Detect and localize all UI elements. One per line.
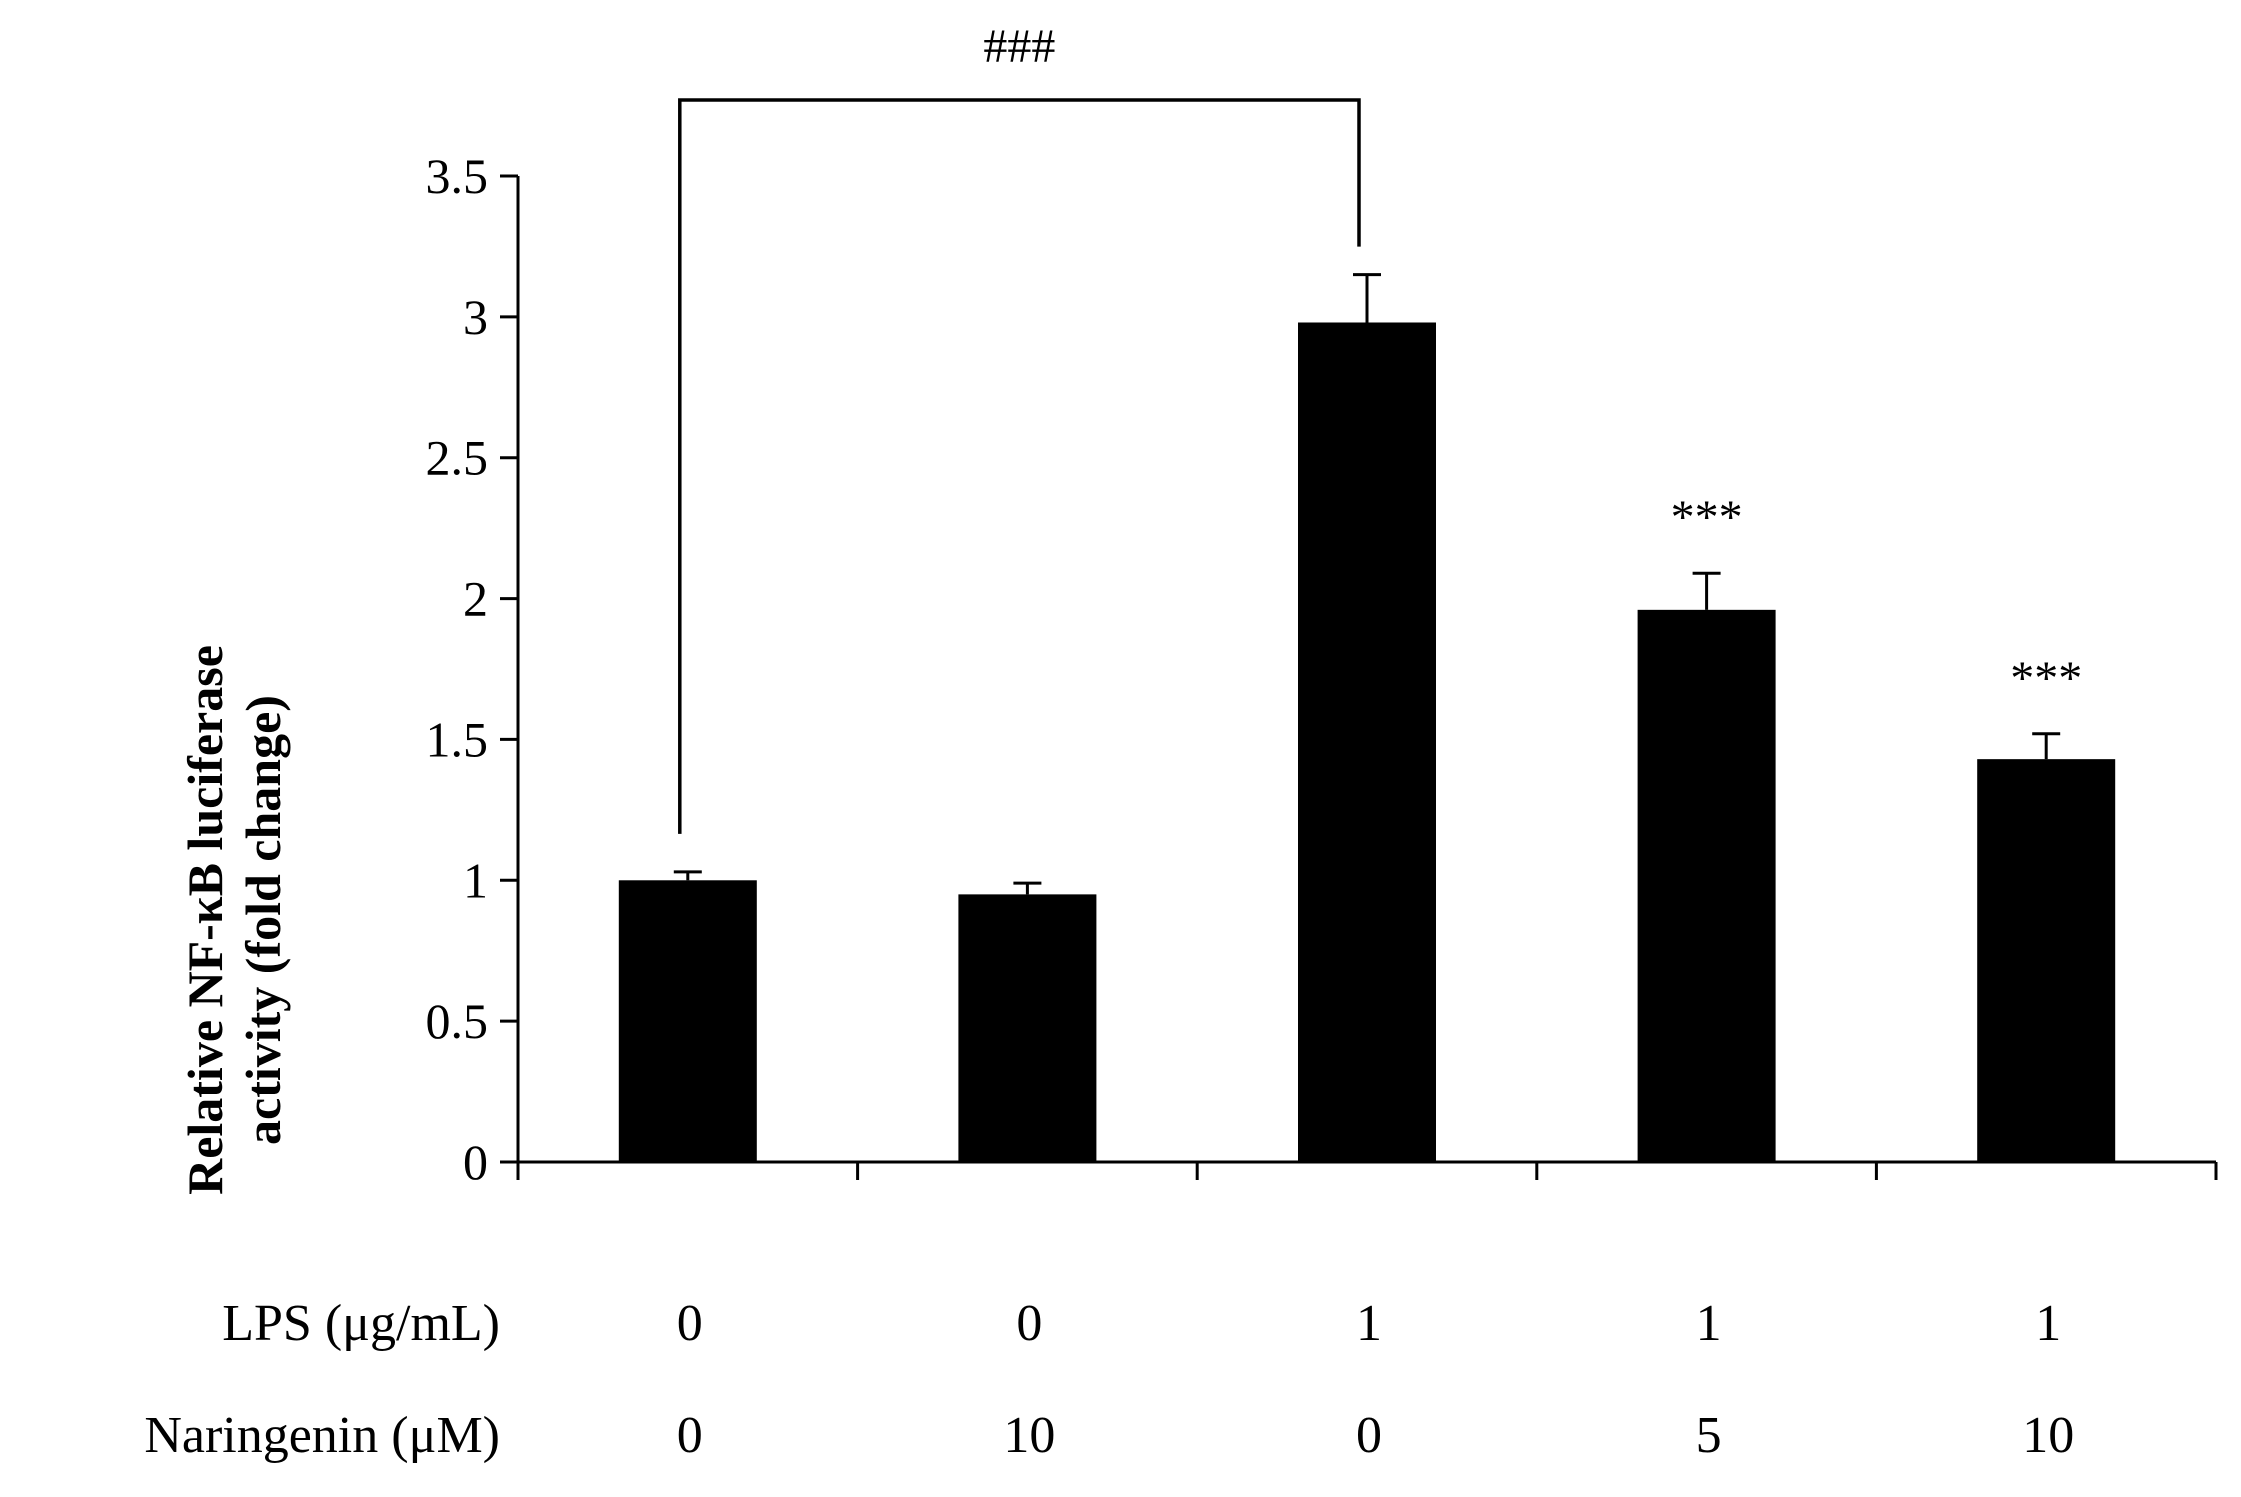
y-tick-label: 0: [463, 1134, 488, 1190]
y-tick-label: 1: [463, 852, 488, 908]
significance-bracket: [678, 98, 1361, 834]
y-tick-label: 1.5: [426, 711, 489, 767]
bar: [958, 894, 1097, 1162]
y-tick-label: 3.5: [426, 148, 489, 204]
condition-table: LPS (μg/mL) 0 0 1 1 1 Naringenin (μM) 0 10 0 5 10: [144, 1295, 2074, 1464]
y-tick-label: 2: [463, 571, 488, 627]
condition-value: 0: [677, 1407, 703, 1464]
axes: 0 0.5 1 1.5 2 2.5 3 3.5: [426, 148, 2218, 1190]
condition-value: 5: [1696, 1407, 1722, 1464]
significance-marker: ***: [2010, 652, 2082, 705]
condition-value: 0: [1356, 1407, 1382, 1464]
condition-value: 0: [677, 1295, 703, 1352]
condition-row-label: LPS (μg/mL): [222, 1295, 500, 1352]
condition-value: 0: [1016, 1295, 1042, 1352]
y-axis-label: Relative NF-κB luciferase activity (fold…: [177, 645, 291, 1195]
y-axis-label-line-2: activity (fold change): [235, 695, 291, 1145]
y-tick-label: 2.5: [426, 430, 489, 486]
condition-row-label: Naringenin (μM): [144, 1407, 500, 1464]
condition-value: 1: [1356, 1295, 1382, 1352]
bar: [1298, 322, 1436, 1162]
y-axis-label-line-1: Relative NF-κB luciferase: [177, 645, 233, 1195]
y-tick-label: 0.5: [426, 993, 489, 1049]
condition-value: 1: [1696, 1295, 1722, 1352]
significance-bracket-label: ###: [983, 20, 1055, 73]
error-bars: [673, 273, 2061, 895]
bar: [1637, 609, 1776, 1162]
condition-value: 10: [2022, 1407, 2074, 1464]
y-tick-label: 3: [463, 289, 488, 345]
condition-value: 1: [2035, 1295, 2061, 1352]
condition-value: 10: [1003, 1407, 1055, 1464]
bar: [618, 880, 757, 1162]
significance-annotations: ### *** ***: [678, 20, 2082, 834]
bars: [618, 322, 2116, 1162]
bar: [1977, 759, 2116, 1162]
significance-marker: ***: [1671, 491, 1743, 544]
